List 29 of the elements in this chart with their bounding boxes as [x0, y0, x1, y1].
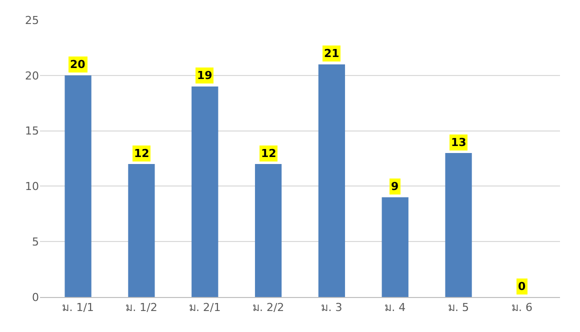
y-tick-label: 0	[32, 290, 39, 304]
data-label: 20	[70, 58, 86, 71]
y-tick-label: 25	[25, 14, 39, 27]
bar	[254, 164, 282, 297]
y-tick-label: 20	[25, 69, 39, 82]
data-label: 21	[324, 47, 340, 60]
data-label: 19	[197, 69, 212, 82]
y-tick-label: 5	[32, 235, 39, 248]
bar	[445, 152, 472, 297]
data-label: 9	[391, 180, 399, 193]
bar	[64, 75, 92, 297]
x-tick-label: ม. 2/2	[252, 301, 284, 314]
y-tick-label: 15	[25, 124, 39, 138]
bar	[192, 86, 218, 297]
data-label: 12	[134, 147, 150, 160]
bar	[382, 197, 408, 297]
y-tick-label: 10	[25, 180, 39, 194]
x-tick-label: ม. 3	[321, 301, 342, 314]
x-tick-label: ม. 1/2	[126, 301, 158, 314]
x-tick-label: ม. 6	[511, 301, 532, 314]
data-label: 13	[451, 136, 466, 149]
x-tick-label: ม. 4	[384, 301, 406, 314]
bar	[128, 164, 155, 297]
x-tick-label: ม. 1/1	[62, 301, 94, 314]
data-label: 0	[518, 280, 526, 293]
bar	[318, 64, 346, 297]
data-label: 12	[261, 147, 276, 160]
x-tick-label: ม. 5	[448, 301, 470, 314]
x-tick-label: ม. 2/1	[189, 301, 221, 314]
